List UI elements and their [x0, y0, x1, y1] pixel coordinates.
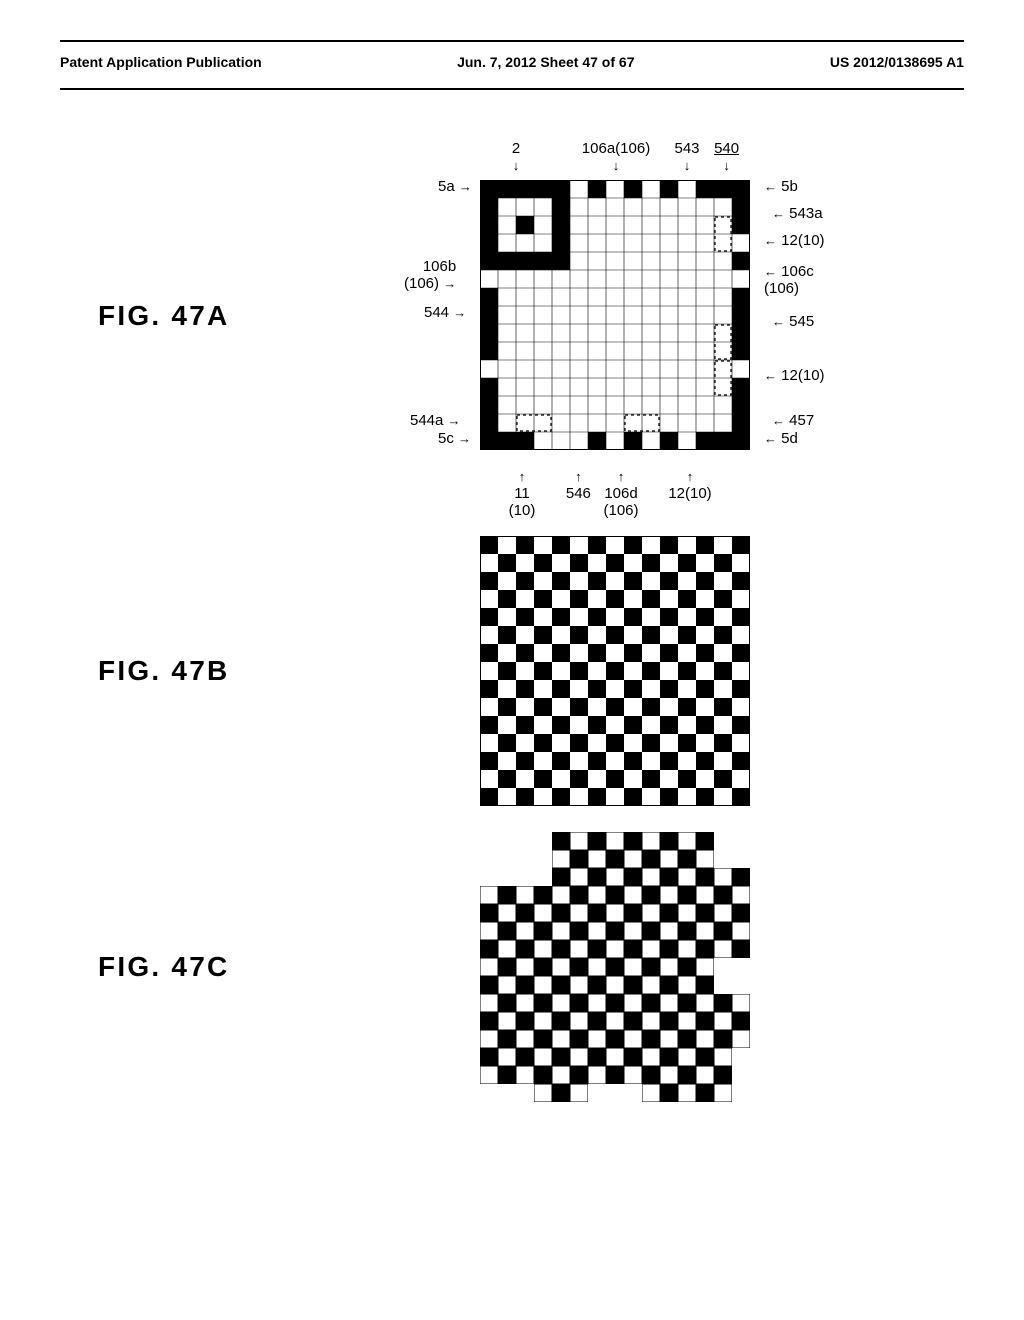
annotation: ← 545	[772, 313, 814, 330]
diagram-b	[480, 536, 750, 806]
figure-label-a: FIG. 47A	[60, 300, 330, 332]
annotation: 544a →	[410, 412, 461, 429]
annotation: 540↓	[714, 140, 739, 174]
header-center: Jun. 7, 2012 Sheet 47 of 67	[457, 54, 634, 70]
header-right: US 2012/0138695 A1	[830, 54, 964, 70]
figure-label-b: FIG. 47B	[60, 655, 330, 687]
annotation: ← 5d	[764, 430, 798, 447]
patent-page: Patent Application Publication Jun. 7, 2…	[0, 0, 1024, 1320]
diagram-a	[480, 180, 750, 450]
annotation: 106b(106) →	[404, 258, 456, 292]
annotation: ↑12(10)	[668, 468, 711, 502]
diagram-c-wrap	[480, 832, 750, 1102]
annotation: 544 →	[424, 304, 466, 321]
figure-row-c: FIG. 47C	[60, 832, 964, 1102]
header-rule	[60, 88, 964, 90]
annotation: 543↓	[674, 140, 699, 174]
annotation: 2↓	[512, 140, 520, 174]
annotation: ↑106d(106)	[603, 468, 638, 519]
header-left: Patent Application Publication	[60, 54, 262, 70]
figure-row-b: FIG. 47B	[60, 536, 964, 806]
annotation: ↑11(10)	[509, 468, 536, 519]
page-header: Patent Application Publication Jun. 7, 2…	[60, 40, 964, 70]
annotation: 5c →	[438, 430, 471, 447]
annotation: 5a →	[438, 178, 472, 195]
annotation: ← 5b	[764, 178, 798, 195]
annotation: ← 543a	[772, 205, 823, 222]
diagram-b-wrap	[480, 536, 750, 806]
annotation: ← 12(10)	[764, 367, 825, 384]
figures-column: FIG. 47A 2↓ 106a(106)↓ 543↓ 540↓ 5a → ← 5b ← 5…	[60, 122, 964, 1102]
annotation: 106a(106)↓	[582, 140, 650, 174]
figure-label-c: FIG. 47C	[60, 951, 330, 983]
diagram-a-wrap: 2↓ 106a(106)↓ 543↓ 540↓ 5a → ← 5b ← 543a ← 12(1…	[390, 122, 870, 510]
annotation: ← 106c(106)	[764, 263, 814, 297]
diagram-c	[480, 832, 750, 1102]
annotation: ↑546	[566, 468, 591, 502]
annotation: ← 457	[772, 412, 814, 429]
figure-row-a: FIG. 47A 2↓ 106a(106)↓ 543↓ 540↓ 5a → ← 5b ← 5…	[60, 122, 964, 510]
annotation: ← 12(10)	[764, 232, 825, 249]
